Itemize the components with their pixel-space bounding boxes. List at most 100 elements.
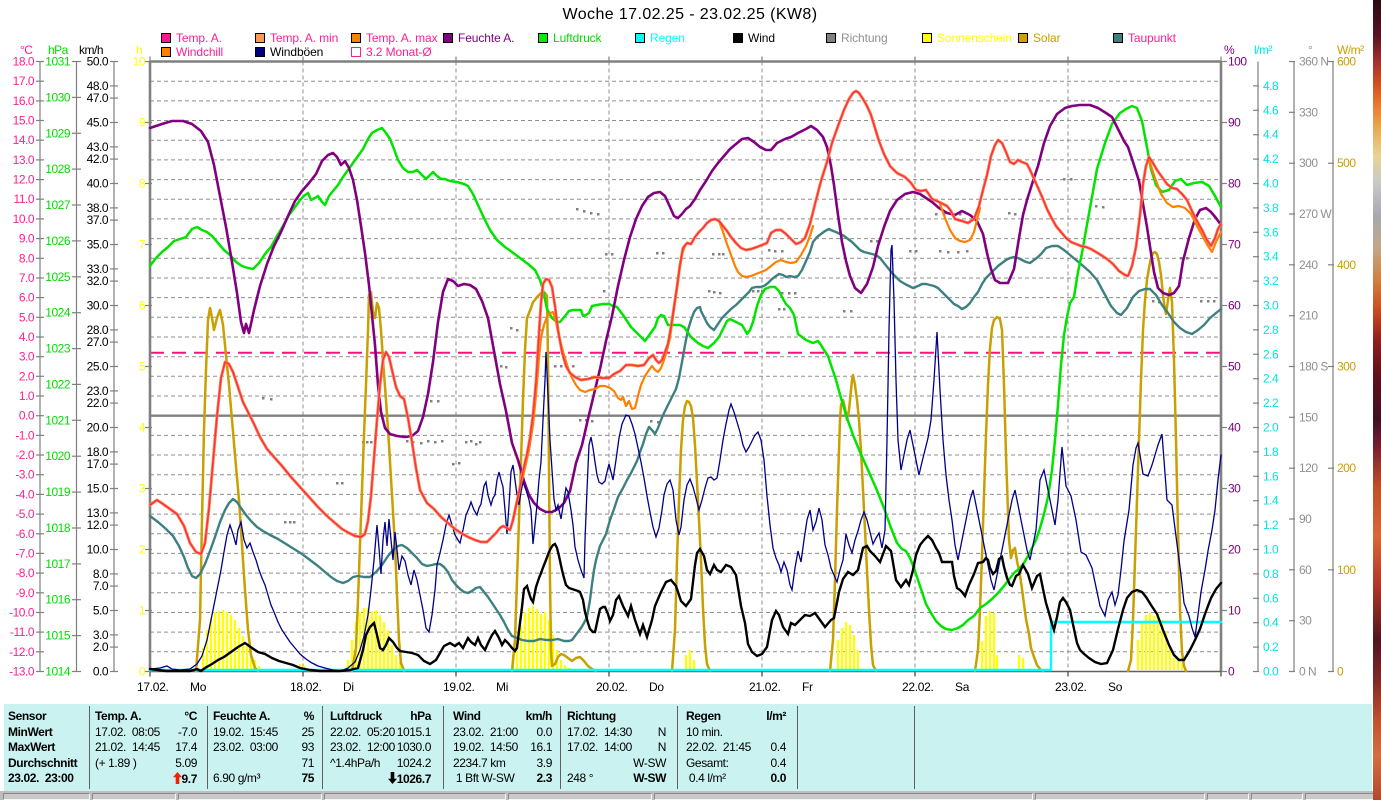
svg-text:2.2: 2.2 xyxy=(1263,396,1279,410)
svg-text:18.0: 18.0 xyxy=(87,445,109,459)
svg-text:360 N: 360 N xyxy=(1299,55,1329,69)
svg-text:60: 60 xyxy=(1228,299,1241,313)
svg-text:1022: 1022 xyxy=(45,377,71,391)
svg-text:21.02.: 21.02. xyxy=(749,680,781,694)
svg-text:12.0: 12.0 xyxy=(87,518,109,532)
svg-text:5: 5 xyxy=(139,360,146,374)
svg-text:8: 8 xyxy=(139,177,146,191)
svg-text:4.0: 4.0 xyxy=(1263,177,1279,191)
svg-text:7.0: 7.0 xyxy=(93,579,109,593)
svg-text:1017: 1017 xyxy=(45,557,71,571)
svg-text:23.0: 23.0 xyxy=(87,384,109,398)
svg-text:300: 300 xyxy=(1299,156,1318,170)
svg-text:5.0: 5.0 xyxy=(93,604,109,618)
svg-text:10: 10 xyxy=(1228,604,1241,618)
svg-text:32.0: 32.0 xyxy=(87,274,109,288)
svg-text:1024: 1024 xyxy=(45,306,71,320)
svg-text:16.0: 16.0 xyxy=(13,94,35,108)
svg-text:13.0: 13.0 xyxy=(87,506,109,520)
svg-text:Di: Di xyxy=(343,680,354,694)
svg-text:1.0: 1.0 xyxy=(1263,543,1279,557)
svg-text:1.6: 1.6 xyxy=(1263,469,1279,483)
svg-text:1.4: 1.4 xyxy=(1263,494,1279,508)
svg-text:50.0: 50.0 xyxy=(87,55,109,69)
svg-text:180 S: 180 S xyxy=(1299,360,1328,374)
svg-text:9: 9 xyxy=(139,116,146,130)
svg-text:100: 100 xyxy=(1337,563,1356,577)
svg-text:9.0: 9.0 xyxy=(19,232,35,246)
svg-text:70: 70 xyxy=(1228,238,1241,252)
svg-text:2: 2 xyxy=(139,543,146,557)
svg-text:1.0: 1.0 xyxy=(19,389,35,403)
svg-text:-1.0: -1.0 xyxy=(15,428,35,442)
svg-text:7: 7 xyxy=(139,238,146,252)
svg-text:1026: 1026 xyxy=(45,234,71,248)
svg-text:11.0: 11.0 xyxy=(14,192,35,206)
svg-text:300: 300 xyxy=(1337,360,1356,374)
svg-text:0.4: 0.4 xyxy=(1263,616,1279,630)
svg-text:3.6: 3.6 xyxy=(1263,225,1279,239)
svg-text:40: 40 xyxy=(1228,421,1241,435)
svg-text:3.0: 3.0 xyxy=(19,350,35,364)
svg-text:15.0: 15.0 xyxy=(13,114,35,128)
svg-text:22.02.: 22.02. xyxy=(902,680,934,694)
svg-text:1018: 1018 xyxy=(45,521,71,535)
svg-text:17.0: 17.0 xyxy=(87,457,109,471)
svg-text:4.4: 4.4 xyxy=(1263,128,1279,142)
svg-text:1016: 1016 xyxy=(45,593,71,607)
svg-text:43.0: 43.0 xyxy=(87,140,109,154)
svg-text:3: 3 xyxy=(139,482,146,496)
svg-text:48.0: 48.0 xyxy=(87,79,109,93)
svg-text:2.8: 2.8 xyxy=(1263,323,1279,337)
svg-text:20.0: 20.0 xyxy=(87,421,109,435)
svg-text:33.0: 33.0 xyxy=(87,262,109,276)
svg-text:h: h xyxy=(136,43,142,57)
svg-text:2.6: 2.6 xyxy=(1263,347,1279,361)
svg-text:km/h: km/h xyxy=(79,43,103,57)
svg-text:0.0: 0.0 xyxy=(93,665,109,679)
svg-text:3.0: 3.0 xyxy=(1263,299,1279,313)
svg-text:Mi: Mi xyxy=(496,680,508,694)
svg-text:6.0: 6.0 xyxy=(19,291,35,305)
svg-text:5.0: 5.0 xyxy=(19,310,35,324)
svg-text:600: 600 xyxy=(1337,55,1356,69)
svg-text:6: 6 xyxy=(139,299,146,313)
svg-text:hPa: hPa xyxy=(48,43,69,57)
svg-text:1.2: 1.2 xyxy=(1263,518,1279,532)
svg-text:0.6: 0.6 xyxy=(1263,591,1279,605)
svg-text:7.0: 7.0 xyxy=(19,271,35,285)
svg-text:330: 330 xyxy=(1299,105,1318,119)
svg-text:0.0: 0.0 xyxy=(1263,665,1279,679)
svg-text:30: 30 xyxy=(1228,482,1241,496)
svg-text:20: 20 xyxy=(1228,543,1241,557)
svg-text:1023: 1023 xyxy=(45,342,71,356)
svg-text:12.0: 12.0 xyxy=(13,173,35,187)
svg-text:210: 210 xyxy=(1299,309,1318,323)
svg-text:3.4: 3.4 xyxy=(1263,250,1279,264)
svg-text:8.0: 8.0 xyxy=(93,567,109,581)
svg-text:1015: 1015 xyxy=(45,629,71,643)
svg-text:400: 400 xyxy=(1337,258,1356,272)
svg-text:-9.0: -9.0 xyxy=(15,586,35,600)
svg-text:35.0: 35.0 xyxy=(87,238,109,252)
svg-text:27.0: 27.0 xyxy=(87,335,109,349)
svg-text:4.6: 4.6 xyxy=(1263,103,1279,117)
svg-text:0 N: 0 N xyxy=(1299,665,1316,679)
svg-text:38.0: 38.0 xyxy=(87,201,109,215)
svg-text:-6.0: -6.0 xyxy=(15,527,35,541)
svg-text:14.0: 14.0 xyxy=(13,133,35,147)
svg-text:30: 30 xyxy=(1299,614,1312,628)
svg-text:60: 60 xyxy=(1299,563,1312,577)
svg-text:W/m²: W/m² xyxy=(1337,43,1364,57)
svg-text:-7.0: -7.0 xyxy=(15,546,35,560)
svg-text:1027: 1027 xyxy=(45,198,71,212)
svg-text:°C: °C xyxy=(20,43,33,57)
svg-text:4.0: 4.0 xyxy=(19,330,35,344)
svg-text:-11.0: -11.0 xyxy=(10,625,35,639)
svg-text:0: 0 xyxy=(1228,665,1235,679)
svg-text:40.0: 40.0 xyxy=(87,177,109,191)
svg-text:4.8: 4.8 xyxy=(1263,79,1279,93)
svg-text:47.0: 47.0 xyxy=(87,91,109,105)
svg-text:1019: 1019 xyxy=(45,485,71,499)
svg-text:2.0: 2.0 xyxy=(1263,421,1279,435)
